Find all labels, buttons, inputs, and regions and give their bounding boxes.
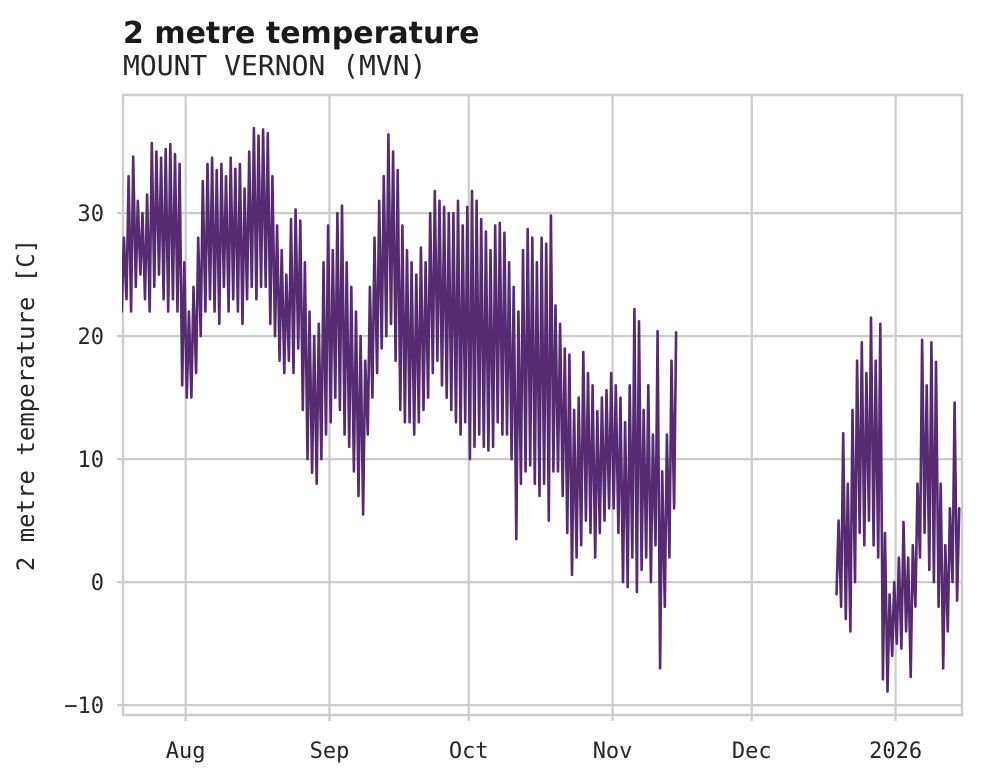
y-tick-label: 10 <box>78 448 105 473</box>
x-tick-label: Aug <box>166 739 206 764</box>
axis-layer: 30 20 10 0 −10 Aug Sep Oct Nov Dec 2026 <box>64 202 922 764</box>
y-tick-label: 0 <box>91 571 104 596</box>
x-tick-label: 2026 <box>869 739 922 764</box>
chart-subtitle: MOUNT VERNON (MVN) <box>123 49 426 82</box>
y-axis-label: 2 metre temperature [C] <box>12 239 40 571</box>
x-tick-label: Dec <box>732 739 772 764</box>
temperature-line-segment <box>835 316 961 693</box>
y-tick-label: 30 <box>78 202 105 227</box>
plot-frame <box>121 93 964 717</box>
y-tick-label: −10 <box>64 694 104 719</box>
x-tick-label: Nov <box>593 739 633 764</box>
temperature-line-segment <box>122 126 678 670</box>
chart-title: 2 metre temperature <box>123 16 480 51</box>
x-tick-label: Oct <box>449 739 489 764</box>
x-tick-label: Sep <box>310 739 350 764</box>
temperature-series-layer <box>122 126 961 693</box>
y-tick-label: 20 <box>78 325 105 350</box>
